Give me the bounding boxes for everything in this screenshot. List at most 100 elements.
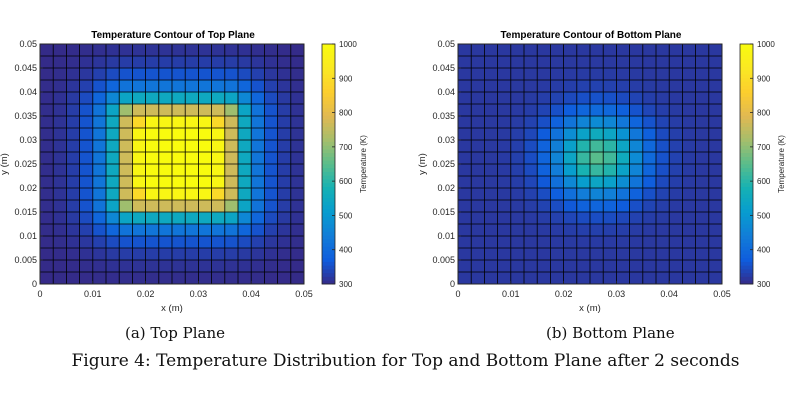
heatmap-cell bbox=[629, 152, 644, 165]
colorbar-segment bbox=[740, 239, 753, 244]
heatmap-cell bbox=[708, 164, 723, 177]
heatmap-cell bbox=[158, 104, 173, 117]
heatmap-cell bbox=[290, 68, 305, 81]
heatmap-cell bbox=[277, 236, 292, 249]
colorbar-tick-label: 400 bbox=[339, 246, 353, 255]
colorbar-segment bbox=[322, 137, 335, 142]
heatmap-cell bbox=[132, 248, 146, 261]
heatmap-cell bbox=[510, 92, 525, 105]
heatmap-cell bbox=[290, 116, 305, 129]
heatmap-cell bbox=[563, 44, 578, 57]
heatmap-cell bbox=[537, 140, 551, 153]
colorbar-segment bbox=[740, 89, 753, 94]
heatmap-cell bbox=[497, 56, 512, 69]
y-tick-label: 0.045 bbox=[14, 63, 37, 73]
heatmap-cell bbox=[185, 128, 199, 141]
heatmap-cell bbox=[576, 200, 591, 213]
heatmap-cell bbox=[471, 212, 485, 225]
heatmap-cell bbox=[656, 200, 670, 213]
heatmap-cell bbox=[277, 92, 292, 105]
heatmap-cell bbox=[198, 44, 212, 57]
heatmap-cell bbox=[682, 80, 696, 93]
colorbar-segment bbox=[322, 96, 335, 101]
heatmap-cell bbox=[695, 164, 710, 177]
colorbar-segment bbox=[740, 209, 753, 214]
heatmap-cell bbox=[172, 44, 186, 57]
heatmap-cell bbox=[682, 44, 696, 57]
heatmap-cell bbox=[484, 248, 498, 261]
heatmap-cell bbox=[185, 56, 199, 69]
colorbar-tick-label: 500 bbox=[339, 211, 353, 220]
heatmap-cell bbox=[198, 260, 212, 273]
heatmap-cell bbox=[708, 212, 723, 225]
colorbar-tick-label: 800 bbox=[339, 109, 353, 118]
heatmap-cell bbox=[524, 224, 538, 237]
heatmap-cell bbox=[563, 212, 578, 225]
heatmap-cell bbox=[198, 80, 212, 93]
heatmap-cell bbox=[603, 152, 617, 165]
heatmap-cell bbox=[211, 212, 226, 225]
heatmap-cell bbox=[172, 164, 186, 177]
heatmap-cell bbox=[510, 164, 525, 177]
colorbar-segment bbox=[322, 81, 335, 86]
heatmap-cell bbox=[198, 104, 212, 117]
heatmap-cell bbox=[106, 176, 120, 189]
heatmap-cell bbox=[40, 152, 54, 165]
heatmap-cell bbox=[224, 236, 239, 249]
colorbar-segment bbox=[322, 194, 335, 199]
heatmap-cell bbox=[264, 92, 278, 105]
y-tick-label: 0.015 bbox=[14, 207, 37, 217]
heatmap-cell bbox=[484, 260, 498, 273]
heatmap-cell bbox=[708, 56, 723, 69]
heatmap-cell bbox=[277, 56, 292, 69]
heatmap-cell bbox=[40, 80, 54, 93]
heatmap-cell bbox=[603, 176, 617, 189]
heatmap-cell bbox=[695, 56, 710, 69]
heatmap-cell bbox=[497, 164, 512, 177]
heatmap-cell bbox=[537, 272, 551, 285]
heatmap-cell bbox=[642, 152, 657, 165]
heatmap-cell bbox=[656, 272, 670, 285]
heatmap-cell bbox=[471, 188, 485, 201]
heatmap-cell bbox=[211, 272, 226, 285]
heatmap-cell bbox=[106, 212, 120, 225]
heatmap-cell bbox=[616, 128, 630, 141]
heatmap-cell bbox=[66, 68, 80, 81]
heatmap-cell bbox=[172, 128, 186, 141]
figure: Temperature Contour of Top Plane 0 0.01 0.0… bbox=[0, 30, 786, 314]
heatmap-cell bbox=[708, 68, 723, 81]
heatmap-cell bbox=[497, 272, 512, 285]
colorbar-segment bbox=[740, 186, 753, 191]
heatmap-cell bbox=[695, 224, 710, 237]
heatmap-cell bbox=[290, 104, 305, 117]
heatmap-cell bbox=[238, 176, 252, 189]
heatmap-cell bbox=[682, 68, 696, 81]
heatmap-cell bbox=[172, 80, 186, 93]
heatmap-cell bbox=[550, 248, 564, 261]
heatmap-cell bbox=[669, 260, 683, 273]
colorbar-segment bbox=[322, 209, 335, 214]
heatmap-cell bbox=[458, 212, 472, 225]
heatmap-cell bbox=[682, 116, 696, 129]
heatmap-cell bbox=[656, 176, 670, 189]
colorbar-segment bbox=[740, 164, 753, 169]
heatmap-cell bbox=[185, 200, 199, 213]
heatmap-cell bbox=[145, 272, 160, 285]
heatmap-cell bbox=[145, 128, 160, 141]
heatmap-cell bbox=[524, 104, 538, 117]
heatmap-cell bbox=[563, 236, 578, 249]
heatmap-cell bbox=[497, 44, 512, 57]
heatmap-cell bbox=[550, 44, 564, 57]
heatmap-cell bbox=[550, 236, 564, 249]
heatmap-cell bbox=[211, 116, 226, 129]
heatmap-cell bbox=[616, 224, 630, 237]
heatmap-cell bbox=[537, 44, 551, 57]
heatmap-cell bbox=[106, 164, 120, 177]
heatmap-cell bbox=[458, 92, 472, 105]
heatmap-cell bbox=[590, 152, 604, 165]
heatmap-cell bbox=[158, 128, 173, 141]
heatmap-cell bbox=[40, 164, 54, 177]
heatmap-cell bbox=[484, 152, 498, 165]
heatmap-cell bbox=[119, 56, 133, 69]
heatmap-cell bbox=[682, 104, 696, 117]
